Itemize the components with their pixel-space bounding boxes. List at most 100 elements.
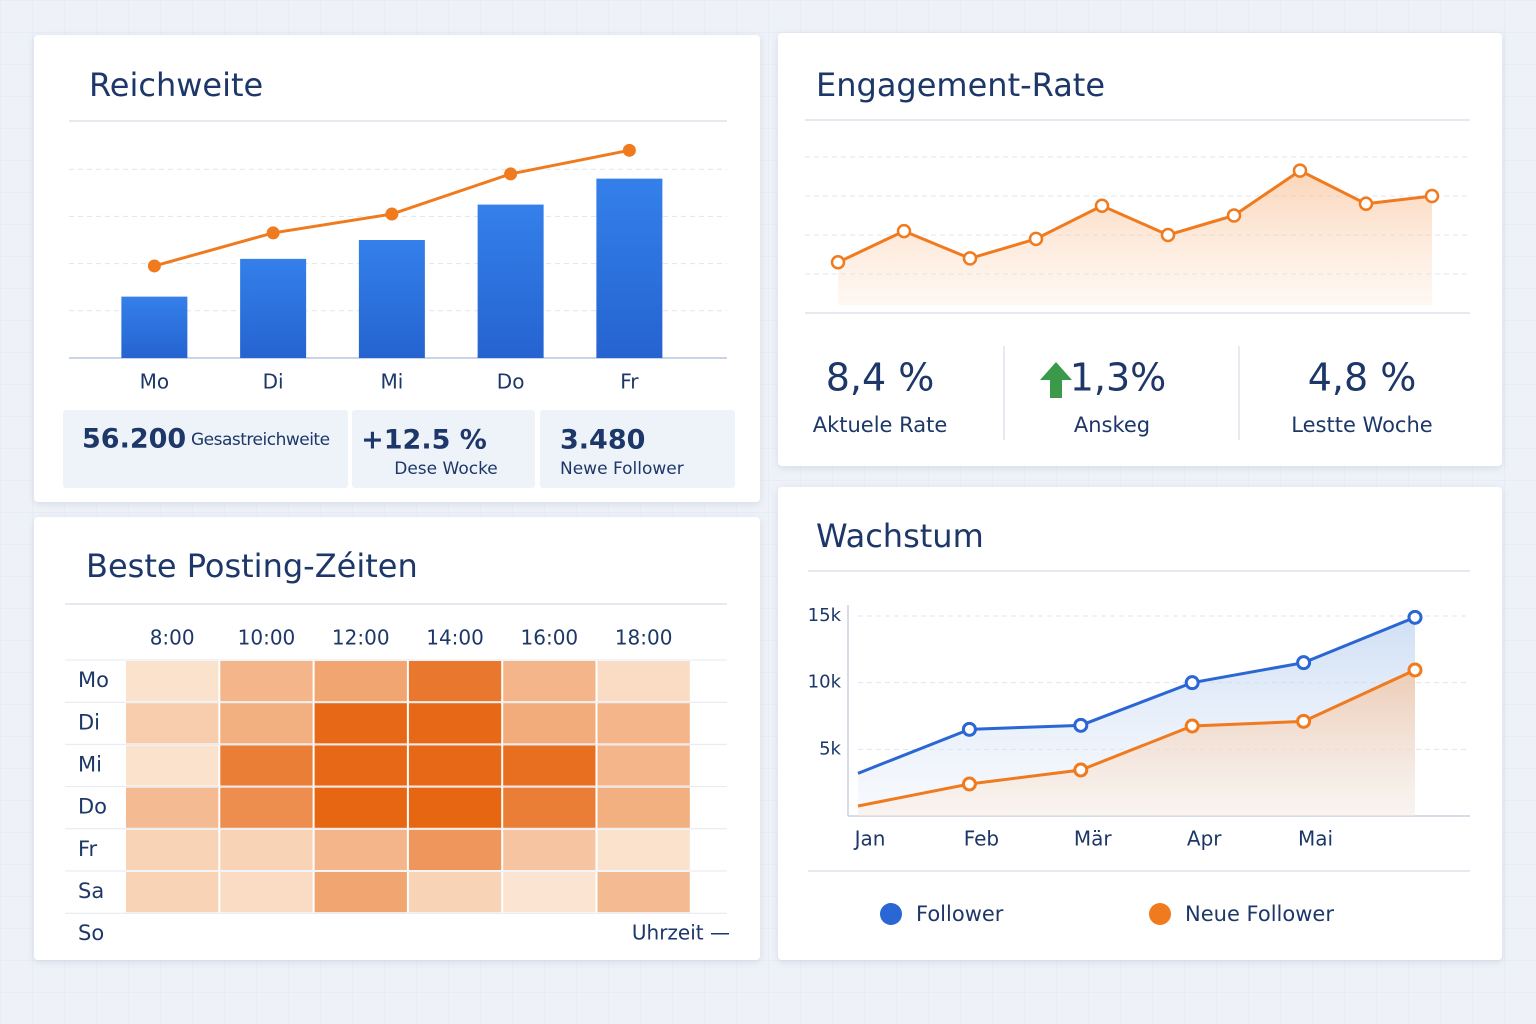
row-label: Sa	[78, 879, 104, 903]
point	[1296, 713, 1312, 729]
point	[1358, 196, 1374, 212]
x-tick-label: Di	[263, 370, 284, 394]
chart-title: Reichweite	[89, 66, 263, 104]
point	[896, 223, 912, 239]
point	[1073, 762, 1089, 778]
y-tick-label: 15k	[808, 605, 842, 626]
heat-cell	[597, 745, 690, 786]
row-label: Do	[78, 795, 107, 819]
point	[1160, 227, 1176, 243]
heat-cell	[126, 745, 219, 786]
column-label: 18:00	[615, 626, 673, 650]
stat-label: Newe Follower	[560, 459, 684, 479]
stat-box	[540, 410, 735, 488]
point	[1094, 198, 1110, 213]
heat-cell	[408, 745, 502, 786]
point	[1407, 609, 1423, 625]
chart-title: Wachstum	[816, 517, 984, 555]
point	[1292, 163, 1308, 178]
heat-cell	[314, 829, 407, 870]
y-tick-label: 10k	[808, 672, 842, 693]
heat-cell	[220, 661, 313, 702]
column-label: 14:00	[426, 626, 484, 650]
heat-cell	[314, 703, 407, 744]
stat-label: Aktuele Rate	[813, 413, 948, 437]
point	[1184, 718, 1200, 734]
x-tick-label: Feb	[964, 827, 999, 851]
heat-cell	[597, 787, 690, 828]
axis-label: Uhrzeit —	[632, 921, 730, 945]
heat-cell	[126, 787, 219, 828]
heat-cell	[503, 787, 596, 828]
chart-title: Engagement-Rate	[816, 66, 1105, 104]
heat-cell	[220, 829, 313, 870]
x-tick-label: Mär	[1074, 827, 1113, 851]
stat-label: Lestte Woche	[1291, 413, 1432, 437]
area	[838, 170, 1432, 305]
stat-value: 1,3%	[1070, 356, 1167, 400]
stat-box	[352, 410, 535, 488]
x-tick-label: Mi	[380, 370, 403, 394]
stat-value: +12.5 %	[361, 425, 487, 456]
bar	[477, 204, 544, 358]
heat-cell	[408, 661, 502, 702]
column-label: 16:00	[521, 626, 579, 650]
stat-label: Gesastreichweite	[191, 430, 330, 450]
heat-cell	[408, 787, 502, 828]
area	[858, 670, 1415, 816]
stat-value: 3.480	[560, 425, 645, 456]
legend-swatch	[1149, 903, 1171, 925]
stat-value: 56.200	[82, 424, 186, 455]
heat-cell	[503, 872, 596, 913]
point	[961, 721, 977, 737]
column-label: 12:00	[332, 626, 390, 650]
point	[1407, 662, 1423, 678]
heat-cell	[503, 829, 596, 870]
bar	[358, 240, 425, 358]
point	[961, 776, 977, 792]
point	[147, 259, 161, 273]
point	[266, 226, 280, 240]
x-tick-label: Mai	[1298, 827, 1333, 851]
heat-cell	[503, 703, 596, 744]
bar	[240, 258, 307, 358]
x-tick-label: Fr	[620, 370, 639, 394]
point	[962, 251, 978, 266]
row-label: So	[78, 921, 104, 945]
point	[622, 143, 636, 157]
row-label: Mi	[78, 753, 102, 777]
stat-value: 8,4 %	[826, 356, 935, 400]
chart-title: Beste Posting-Zéiten	[86, 547, 418, 585]
point	[1028, 231, 1044, 247]
stat-box	[63, 410, 348, 488]
stat-label: Dese Wocke	[394, 459, 498, 479]
legend-swatch	[880, 903, 902, 925]
heat-cell	[126, 703, 219, 744]
stat-value: 4,8 %	[1308, 356, 1417, 400]
heat-cell	[220, 745, 313, 786]
point	[385, 207, 399, 221]
point	[1296, 655, 1312, 671]
bar	[121, 296, 188, 358]
heat-cell	[408, 872, 502, 913]
stat-label: Anskeg	[1074, 413, 1150, 437]
point	[1073, 717, 1089, 733]
x-tick-label: Mo	[140, 370, 170, 394]
heat-cell	[408, 829, 502, 870]
row-label: Fr	[78, 837, 98, 861]
heat-cell	[314, 745, 407, 786]
heat-cell	[220, 787, 313, 828]
legend-label: Follower	[916, 902, 1004, 926]
point	[1424, 188, 1440, 204]
column-label: 8:00	[150, 626, 195, 650]
point	[830, 255, 846, 270]
line	[857, 668, 1416, 808]
y-tick-label: 5k	[819, 738, 841, 759]
line	[837, 168, 1433, 264]
heat-cell	[597, 661, 690, 702]
row-label: Mo	[78, 668, 109, 692]
x-tick-label: Jan	[853, 827, 886, 851]
heat-cell	[503, 661, 596, 702]
x-tick-label: Apr	[1187, 827, 1222, 851]
